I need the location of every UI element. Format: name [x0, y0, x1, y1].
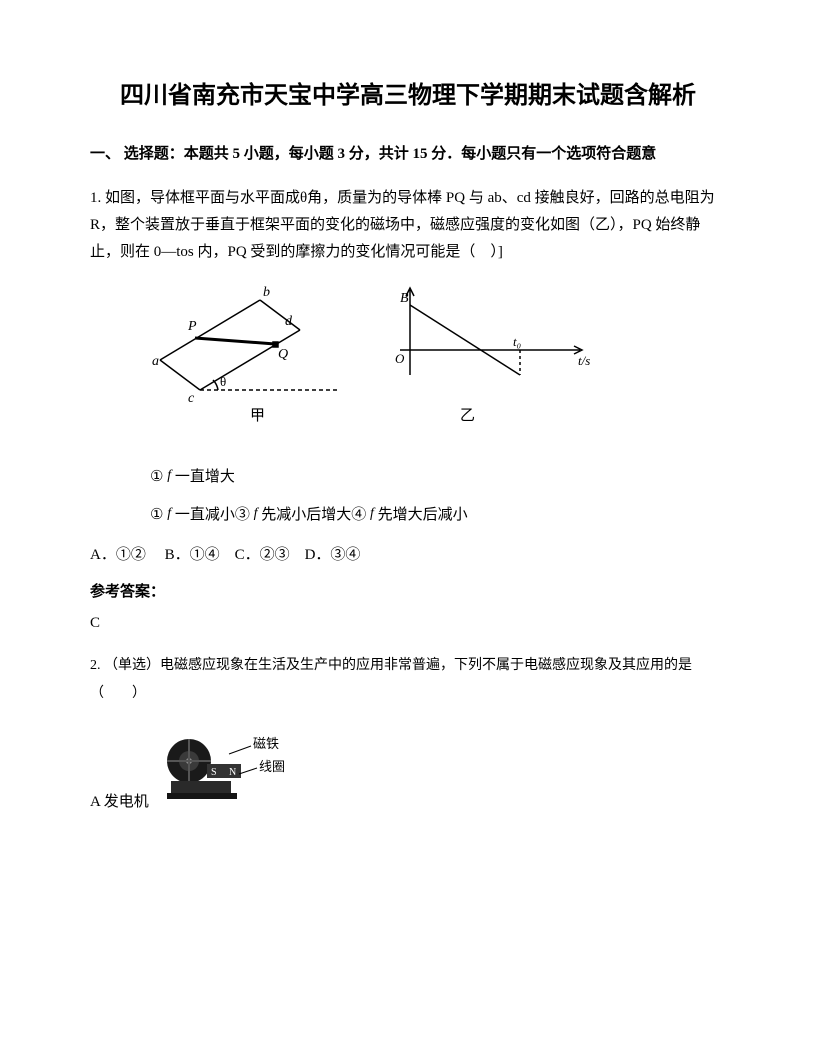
opt2-num: ①	[150, 507, 167, 523]
q1-answer: C	[90, 615, 726, 632]
label-Q: Q	[278, 347, 288, 362]
label-magnet: 磁铁	[253, 736, 279, 751]
q1-option-line2: ① f 一直减小③ f 先减小后增大④ f 先增大后减小	[150, 501, 726, 529]
label-b: b	[263, 285, 270, 300]
label-ts: t/s	[578, 353, 590, 368]
label-a: a	[152, 354, 159, 369]
generator-svg: S N 磁铁 线圈	[159, 726, 289, 806]
opt3-text: 先减小后增大④	[258, 507, 371, 523]
magnet-N: N	[229, 767, 236, 778]
q2-number: 2.	[90, 658, 101, 673]
label-c: c	[188, 391, 195, 406]
opt2-text: 一直减小③	[171, 507, 254, 523]
q2-option-a: A 发电机 S N	[90, 726, 726, 811]
opt4-text: 先增大后减小	[374, 507, 468, 523]
label-O: O	[395, 351, 405, 366]
exam-page: 四川省南充市天宝中学高三物理下学期期末试题含解析 一、 选择题：本题共 5 小题…	[0, 0, 816, 1056]
label-t0: t₀	[513, 334, 521, 349]
q1-figure: a b c d P Q θ 甲 B O t₀	[140, 280, 726, 435]
q1-text: 如图，导体框平面与水平面成θ角，质量为的导体棒 PQ 与 ab、cd 接触良好，…	[90, 190, 715, 260]
q2-optA-label: A 发电机	[90, 790, 149, 811]
question-1: 1. 如图，导体框平面与水平面成θ角，质量为的导体棒 PQ 与 ab、cd 接触…	[90, 185, 726, 266]
label-coil: 线圈	[259, 759, 285, 774]
section-heading: 一、 选择题：本题共 5 小题，每小题 3 分，共计 15 分．每小题只有一个选…	[90, 142, 726, 168]
label-d: d	[285, 314, 293, 329]
opt1-text: 一直增大	[171, 469, 235, 485]
q1-diagram-svg: a b c d P Q θ 甲 B O t₀	[140, 280, 600, 430]
label-yi: 乙	[460, 408, 475, 424]
label-jia: 甲	[250, 408, 265, 424]
page-title: 四川省南充市天宝中学高三物理下学期期末试题含解析	[90, 80, 726, 114]
answer-label: 参考答案：	[90, 580, 726, 601]
generator-image: S N 磁铁 线圈	[159, 726, 289, 811]
q1-number: 1.	[90, 190, 105, 206]
q2-text: （单选）电磁感应现象在生活及生产中的应用非常普遍，下列不属于电磁感应现象及其应用…	[90, 658, 692, 701]
question-2: 2. （单选）电磁感应现象在生活及生产中的应用非常普遍，下列不属于电磁感应现象及…	[90, 652, 726, 708]
label-theta: θ	[220, 374, 226, 389]
label-B: B	[400, 291, 409, 306]
q1-option-line1: ① f 一直增大	[150, 463, 726, 491]
q1-choices: A．①② B．①④ C．②③ D．③④	[90, 543, 726, 564]
magnet-S: S	[211, 767, 217, 778]
opt1-num: ①	[150, 469, 167, 485]
label-P: P	[187, 319, 197, 334]
